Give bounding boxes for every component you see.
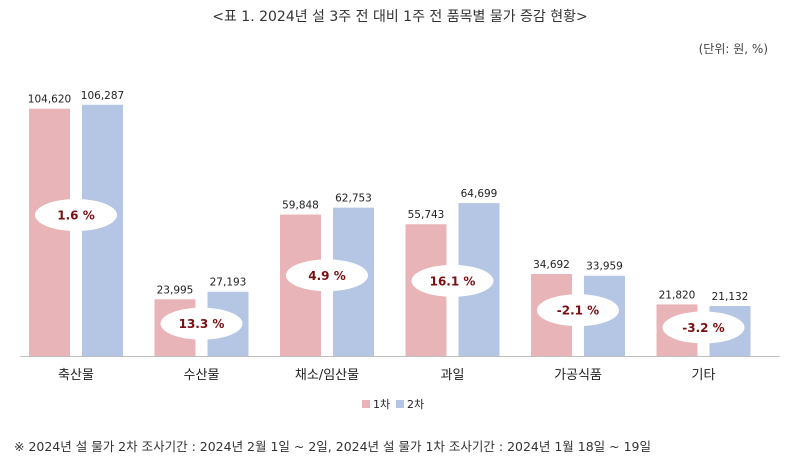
data-label: 23,995 bbox=[157, 284, 194, 296]
data-label: 21,820 bbox=[659, 289, 696, 301]
data-label: 33,959 bbox=[586, 261, 623, 273]
change-label: -3.2 % bbox=[682, 321, 724, 335]
category-label: 기타 bbox=[692, 368, 716, 383]
data-label: 62,753 bbox=[335, 193, 372, 205]
chart-title: <표 1. 2024년 설 3주 전 대비 1주 전 품목별 물가 증감 현황> bbox=[212, 9, 588, 25]
legend: 1차 2차 bbox=[362, 398, 424, 411]
bar-group: 23,995 27,193 13.3 % 수산물 bbox=[154, 277, 249, 383]
category-label: 축산물 bbox=[58, 368, 94, 383]
bar-group: 104,620 106,287 1.6 % 축산물 bbox=[28, 90, 124, 383]
bar-group: 34,692 33,959 -2.1 % 가공식품 bbox=[531, 259, 625, 383]
legend-label-1cha: 1차 bbox=[373, 398, 390, 411]
change-label: 13.3 % bbox=[179, 317, 225, 331]
bar-group: 59,848 62,753 4.9 % 채소/임산물 bbox=[280, 193, 374, 383]
change-badge bbox=[286, 259, 368, 292]
change-badge bbox=[35, 199, 117, 232]
data-label: 64,699 bbox=[461, 188, 498, 200]
bar-2cha bbox=[82, 104, 123, 356]
bar-group: 55,743 64,699 16.1 % 과일 bbox=[405, 188, 500, 383]
data-label: 59,848 bbox=[282, 200, 319, 212]
change-label: 4.9 % bbox=[308, 269, 345, 283]
data-label: 21,132 bbox=[712, 291, 749, 303]
change-label: 1.6 % bbox=[57, 209, 94, 223]
change-label: 16.1 % bbox=[430, 274, 476, 288]
legend-swatch-1cha bbox=[362, 400, 370, 408]
category-label: 수산물 bbox=[184, 368, 220, 383]
category-label: 가공식품 bbox=[554, 368, 602, 383]
category-label: 채소/임산물 bbox=[295, 368, 359, 383]
legend-label-2cha: 2차 bbox=[407, 398, 424, 411]
category-label: 과일 bbox=[441, 368, 465, 383]
data-label: 55,743 bbox=[408, 209, 445, 221]
unit-label: (단위: 원, %) bbox=[698, 42, 768, 56]
change-label: -2.1 % bbox=[557, 304, 599, 318]
data-label: 106,287 bbox=[81, 90, 124, 102]
legend-swatch-2cha bbox=[396, 400, 404, 408]
footnote: ※ 2024년 설 물가 2차 조사기간 : 2024년 2월 1일 ~ 2일,… bbox=[14, 439, 652, 454]
change-badge bbox=[537, 294, 619, 327]
bar-1cha bbox=[29, 108, 70, 356]
data-label: 34,692 bbox=[533, 259, 570, 271]
data-label: 104,620 bbox=[28, 94, 71, 106]
data-label: 27,193 bbox=[210, 277, 247, 289]
change-badge bbox=[662, 311, 745, 344]
bar-group: 21,820 21,132 -3.2 % 기타 bbox=[656, 289, 751, 383]
change-badge bbox=[160, 307, 243, 340]
change-badge bbox=[411, 264, 494, 297]
